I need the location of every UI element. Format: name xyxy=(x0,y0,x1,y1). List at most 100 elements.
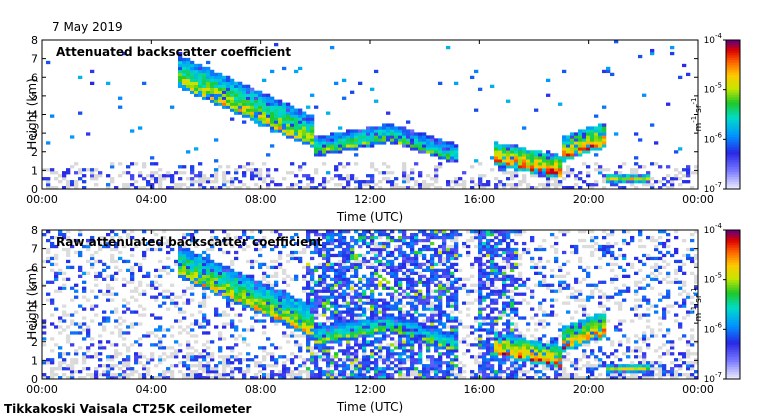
heatmap-cell xyxy=(510,159,515,163)
heatmap-cell xyxy=(602,180,607,184)
heatmap-cell xyxy=(202,177,207,181)
heatmap-cell xyxy=(234,298,239,302)
y-tick-label: 3 xyxy=(31,127,38,140)
heatmap-cell xyxy=(414,232,419,237)
colorbar-segment xyxy=(726,49,740,53)
heatmap-cell xyxy=(494,343,499,347)
heatmap-cell xyxy=(438,328,443,332)
heatmap-cell xyxy=(54,235,59,240)
heatmap-cell xyxy=(54,244,59,249)
heatmap-cell xyxy=(226,298,231,302)
heatmap-cell xyxy=(98,334,103,338)
heatmap-cell xyxy=(438,340,443,344)
heatmap-cell xyxy=(438,156,443,160)
heatmap-cell xyxy=(190,78,195,83)
heatmap-cell xyxy=(398,334,403,338)
heatmap-cell xyxy=(306,268,311,273)
heatmap-cell xyxy=(186,150,191,154)
heatmap-cell xyxy=(354,135,359,139)
heatmap-cell xyxy=(542,277,547,281)
heatmap-cell xyxy=(498,352,503,356)
heatmap-cell xyxy=(322,241,327,246)
heatmap-cell xyxy=(94,259,99,264)
heatmap-cell xyxy=(498,376,503,380)
heatmap-cell xyxy=(342,328,347,332)
heatmap-cell xyxy=(230,301,235,305)
heatmap-cell xyxy=(450,150,455,154)
heatmap-cell xyxy=(410,343,415,347)
heatmap-cell xyxy=(502,259,507,264)
heatmap-cell xyxy=(354,147,359,151)
heatmap-cell xyxy=(422,325,427,329)
heatmap-cell xyxy=(170,352,175,356)
heatmap-cell xyxy=(306,376,311,380)
heatmap-cell xyxy=(246,87,251,91)
heatmap-cell xyxy=(242,165,247,169)
heatmap-cell xyxy=(566,156,571,160)
heatmap-cell xyxy=(170,177,175,181)
heatmap-cell xyxy=(638,54,643,59)
heatmap-cell xyxy=(230,277,235,281)
heatmap-cell xyxy=(334,319,339,323)
heatmap-cell xyxy=(262,99,267,103)
heatmap-cell xyxy=(366,244,371,249)
heatmap-cell xyxy=(302,186,307,190)
heatmap-cell xyxy=(338,328,343,332)
heatmap-cell xyxy=(390,123,395,127)
heatmap-cell xyxy=(138,126,143,130)
heatmap-cell xyxy=(530,156,535,160)
heatmap-cell xyxy=(498,241,503,246)
heatmap-cell xyxy=(514,310,519,314)
heatmap-cell xyxy=(246,352,251,356)
heatmap-cell xyxy=(374,250,379,255)
heatmap-cell xyxy=(278,307,283,311)
heatmap-cell xyxy=(354,292,359,296)
heatmap-cell xyxy=(426,138,431,142)
heatmap-cell xyxy=(66,168,71,172)
heatmap-cell xyxy=(250,111,255,115)
heatmap-cell xyxy=(186,262,191,267)
heatmap-cell xyxy=(138,343,143,347)
heatmap-cell xyxy=(198,280,203,284)
heatmap-cell xyxy=(482,232,487,237)
heatmap-cell xyxy=(314,105,319,109)
heatmap-cell xyxy=(258,117,263,121)
heatmap-cell xyxy=(94,168,99,172)
heatmap-cell xyxy=(314,346,319,350)
heatmap-cell xyxy=(242,304,247,308)
heatmap-cell xyxy=(134,322,139,326)
heatmap-cell xyxy=(382,244,387,249)
heatmap-cell xyxy=(458,268,463,273)
heatmap-cell xyxy=(606,69,611,74)
heatmap-cell xyxy=(426,319,431,323)
heatmap-cell xyxy=(62,361,67,365)
heatmap-cell xyxy=(434,307,439,311)
heatmap-cell xyxy=(94,283,99,287)
heatmap-cell xyxy=(158,274,163,278)
heatmap-cell xyxy=(230,292,235,296)
heatmap-cell xyxy=(214,72,219,77)
heatmap-cell xyxy=(334,304,339,308)
heatmap-cell xyxy=(490,343,495,347)
heatmap-cell xyxy=(270,102,275,106)
heatmap-cell xyxy=(518,165,523,169)
heatmap-cell xyxy=(254,313,259,317)
heatmap-cell xyxy=(330,268,335,273)
heatmap-cell xyxy=(346,138,351,142)
heatmap-cell xyxy=(350,352,355,356)
heatmap-cell xyxy=(282,313,287,317)
heatmap-cell xyxy=(270,295,275,299)
heatmap-cell xyxy=(222,96,227,100)
heatmap-cell xyxy=(262,355,267,359)
heatmap-cell xyxy=(658,186,663,190)
heatmap-cell xyxy=(202,69,207,74)
heatmap-cell xyxy=(462,244,467,249)
heatmap-cell xyxy=(510,370,515,374)
heatmap-cell xyxy=(490,331,495,335)
heatmap-cell xyxy=(94,352,99,356)
heatmap-cell xyxy=(82,289,87,293)
heatmap-cell xyxy=(274,259,279,264)
heatmap-cell xyxy=(446,373,451,377)
heatmap-cell xyxy=(198,322,203,326)
heatmap-cell xyxy=(350,364,355,368)
